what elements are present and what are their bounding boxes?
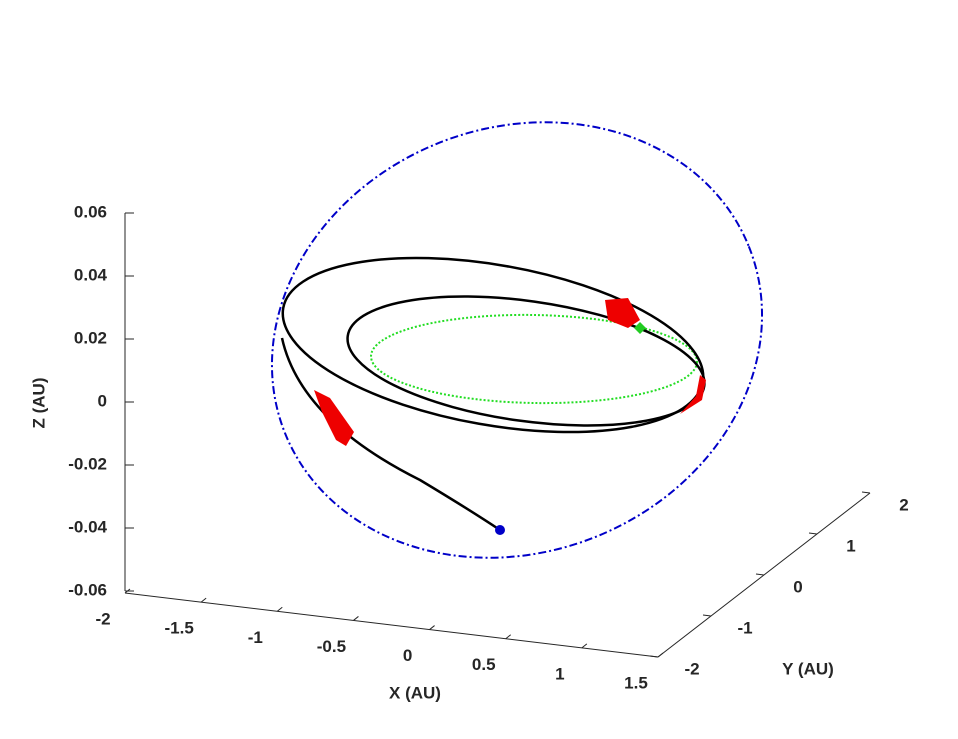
x-tick-label: 0.5 [472, 655, 496, 674]
x-tick [505, 634, 512, 640]
red-patch [314, 390, 354, 446]
y-tick-label: 0 [793, 577, 802, 596]
z-tick-label: 0.02 [74, 328, 107, 347]
z-axis-label: Z (AU) [29, 378, 48, 429]
red-patch [605, 298, 640, 328]
end-point [634, 322, 646, 334]
x-tick [581, 643, 588, 649]
y-tick [808, 532, 818, 535]
z-tick-label: -0.06 [68, 580, 107, 599]
y-axis-label: Y (AU) [782, 659, 834, 678]
x-tick-label: 0 [403, 646, 412, 665]
z-tick-label: 0.06 [74, 202, 107, 221]
x-tick [200, 597, 207, 603]
y-tick-label: -1 [737, 618, 752, 637]
start-point [495, 525, 505, 535]
x-tick-label: -2 [95, 609, 110, 628]
y-tick-label: 2 [899, 495, 908, 514]
z-tick-label: 0 [98, 391, 107, 410]
y-tick [649, 655, 659, 658]
x-tick-label: -0.5 [317, 637, 346, 656]
y-tick-label: -2 [684, 659, 699, 678]
x-tick-label: -1.5 [164, 619, 193, 638]
z-tick-label: -0.02 [68, 454, 107, 473]
x-tick [429, 625, 435, 630]
x-tick-label: 1 [555, 664, 564, 683]
x-axis-label: X (AU) [389, 683, 441, 702]
z-tick-label: -0.04 [68, 517, 107, 536]
y-tick-label: 1 [846, 536, 855, 555]
transfer-trajectory [280, 337, 501, 532]
y-tick [861, 491, 871, 494]
x-tick-label: -1 [248, 628, 263, 647]
x-axis [124, 592, 659, 658]
x-tick [353, 616, 359, 621]
x-tick [276, 606, 283, 612]
x-tick-label: 1.5 [624, 673, 648, 692]
z-tick-label: 0.04 [74, 265, 108, 284]
y-tick [755, 573, 765, 576]
blue-orbit [270, 121, 764, 559]
red-patch [680, 375, 706, 414]
green-orbit [370, 313, 698, 405]
x-tick [657, 652, 664, 658]
plot-curves [270, 121, 764, 559]
y-tick [702, 614, 712, 617]
